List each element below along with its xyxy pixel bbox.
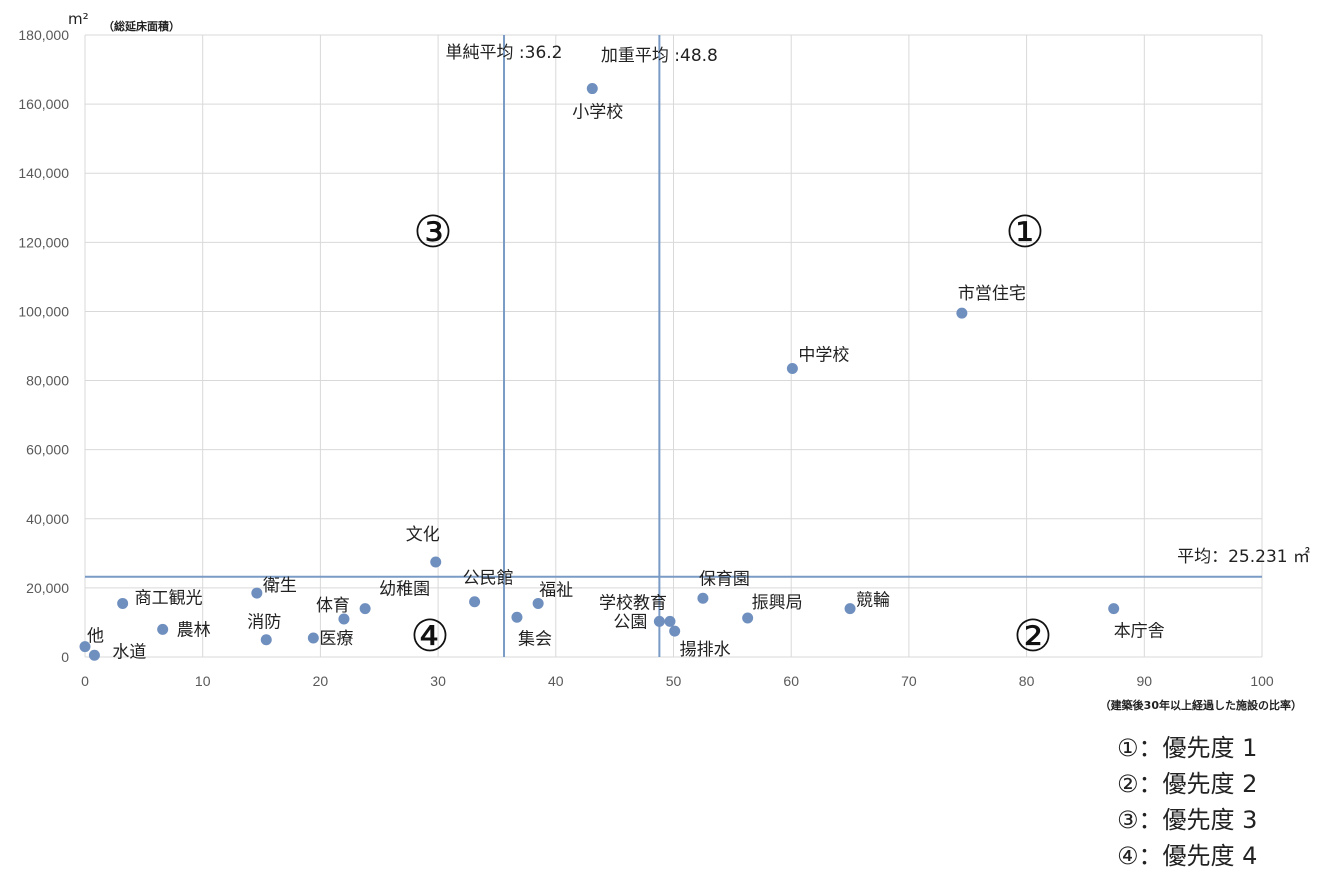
x-tick-label: 70: [901, 673, 917, 689]
quadrant-label: ④: [410, 611, 449, 662]
data-point-label: 競輪: [856, 591, 890, 611]
data-point-label: 水道: [112, 642, 146, 662]
y-tick-label: 160,000: [18, 96, 69, 112]
y-tick-label: 180,000: [18, 27, 69, 43]
data-point-label: 幼稚園: [379, 580, 430, 600]
data-point: [79, 641, 91, 653]
x-axis-ticks: 0 10 20 30 40 50 60 70 80 90 100: [81, 673, 1274, 689]
x-tick-label: 30: [430, 673, 446, 689]
legend-item-priority-4: ④：優先度 4: [1117, 842, 1258, 870]
data-point-label: 医療: [319, 629, 353, 649]
y-axis-ticks: 0 20,000 40,000 60,000 80,000 100,000 120,000 1…: [18, 27, 69, 665]
reference-line-label: 平均：25.231 ㎡: [1177, 547, 1310, 567]
x-tick-label: 90: [1137, 673, 1153, 689]
data-point: [653, 615, 665, 627]
data-point-label: 公園: [613, 612, 647, 632]
data-point-label: 文化: [406, 525, 440, 545]
data-point-label: 公民館: [463, 569, 514, 589]
x-tick-label: 10: [195, 673, 211, 689]
data-point-label: 小学校: [572, 103, 623, 123]
data-point-label: 市営住宅: [958, 284, 1026, 304]
y-tick-label: 140,000: [18, 165, 69, 181]
data-point: [430, 556, 442, 568]
data-point: [88, 649, 100, 661]
grid-lines: [84, 34, 1263, 658]
data-point: [251, 587, 263, 599]
data-point-label: 集会: [518, 629, 552, 649]
x-tick-label: 60: [783, 673, 799, 689]
data-point-label: 本庁舎: [1114, 622, 1165, 642]
y-tick-label: 0: [61, 649, 69, 665]
y-tick-label: 80,000: [26, 373, 69, 389]
x-tick-label: 50: [666, 673, 682, 689]
data-point: [338, 613, 350, 625]
data-point-label: 消防: [247, 613, 281, 633]
data-point-label: 他: [87, 627, 104, 647]
data-point-label: 福祉: [539, 580, 573, 600]
data-point-label: 体育: [316, 596, 350, 616]
data-point-label: 学校教育: [599, 593, 667, 613]
data-point-label: 商工観光: [135, 588, 203, 608]
data-point-label: 中学校: [798, 345, 849, 365]
reference-line-label: 加重平均 :48.8: [601, 46, 718, 66]
data-point: [844, 603, 856, 615]
data-point: [742, 612, 754, 624]
data-point: [307, 632, 319, 644]
data-point: [669, 625, 681, 637]
quadrant-label: ②: [1013, 611, 1052, 662]
y-axis-label: （総延床面積）: [103, 19, 180, 33]
reference-lines: 単純平均 :36.2 加重平均 :48.8 平均：25.231 ㎡: [85, 35, 1310, 657]
data-point-label: 振興局: [752, 593, 803, 613]
chart-legend: ①：優先度 1 ②：優先度 2 ③：優先度 3 ④：優先度 4: [1117, 730, 1257, 874]
data-point-label: 揚排水: [680, 640, 731, 660]
quadrant-label: ③: [413, 207, 452, 258]
y-tick-label: 40,000: [26, 511, 69, 527]
x-tick-label: 100: [1250, 673, 1274, 689]
x-tick-label: 0: [81, 673, 89, 689]
x-axis-label: （建築後30年以上経過した施設の比率）: [1100, 698, 1302, 712]
data-point: [511, 611, 523, 623]
data-point: [469, 596, 481, 608]
data-point: [786, 362, 798, 374]
data-point: [1108, 603, 1120, 615]
quadrant-label: ①: [1005, 207, 1044, 258]
data-point: [359, 603, 371, 615]
data-point: [157, 623, 169, 635]
data-point: [532, 597, 544, 609]
data-point: [586, 83, 598, 95]
y-axis-unit: m²: [68, 10, 89, 28]
y-tick-label: 20,000: [26, 580, 69, 596]
legend-item-priority-1: ①：優先度 1: [1117, 734, 1258, 762]
data-point: [260, 634, 272, 646]
x-tick-label: 20: [313, 673, 329, 689]
y-tick-label: 100,000: [18, 303, 69, 319]
data-point: [117, 597, 129, 609]
data-point: [664, 615, 676, 627]
data-point: [956, 307, 968, 319]
x-tick-label: 40: [548, 673, 564, 689]
data-point: [697, 592, 709, 604]
legend-item-priority-3: ③：優先度 3: [1117, 806, 1258, 834]
y-tick-label: 60,000: [26, 442, 69, 458]
legend-item-priority-2: ②：優先度 2: [1117, 770, 1258, 798]
data-point-label: 保育園: [699, 569, 750, 589]
x-tick-label: 80: [1019, 673, 1035, 689]
data-point-label: 衛生: [263, 576, 297, 596]
quadrant-labels: ① ② ③ ④: [410, 207, 1052, 662]
reference-line-label: 単純平均 :36.2: [446, 43, 563, 63]
y-tick-label: 120,000: [18, 234, 69, 250]
data-point-label: 農林: [177, 620, 211, 640]
